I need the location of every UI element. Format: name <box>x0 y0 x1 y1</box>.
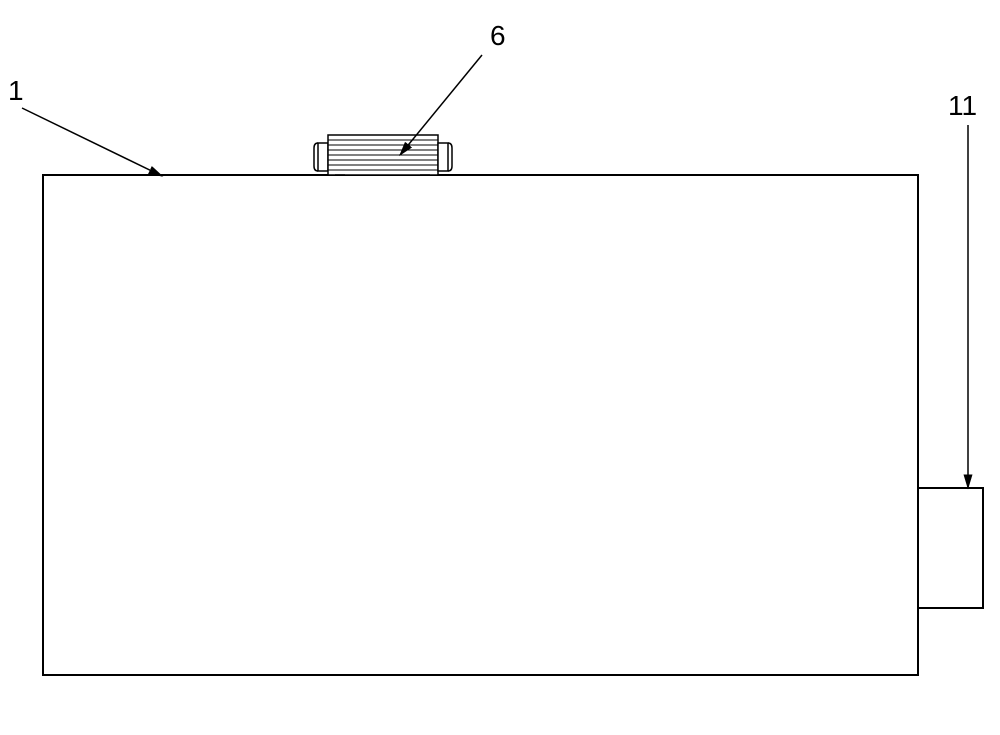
technical-diagram: 1 6 11 <box>0 0 1000 735</box>
motor-component <box>314 135 452 175</box>
side-box <box>918 488 983 608</box>
svg-text:11: 11 <box>948 90 977 121</box>
label-11: 11 <box>948 90 977 488</box>
label-1: 1 <box>8 75 162 176</box>
label-6: 6 <box>400 20 506 155</box>
svg-text:1: 1 <box>8 75 24 106</box>
main-enclosure <box>43 175 918 675</box>
svg-text:6: 6 <box>490 20 506 51</box>
